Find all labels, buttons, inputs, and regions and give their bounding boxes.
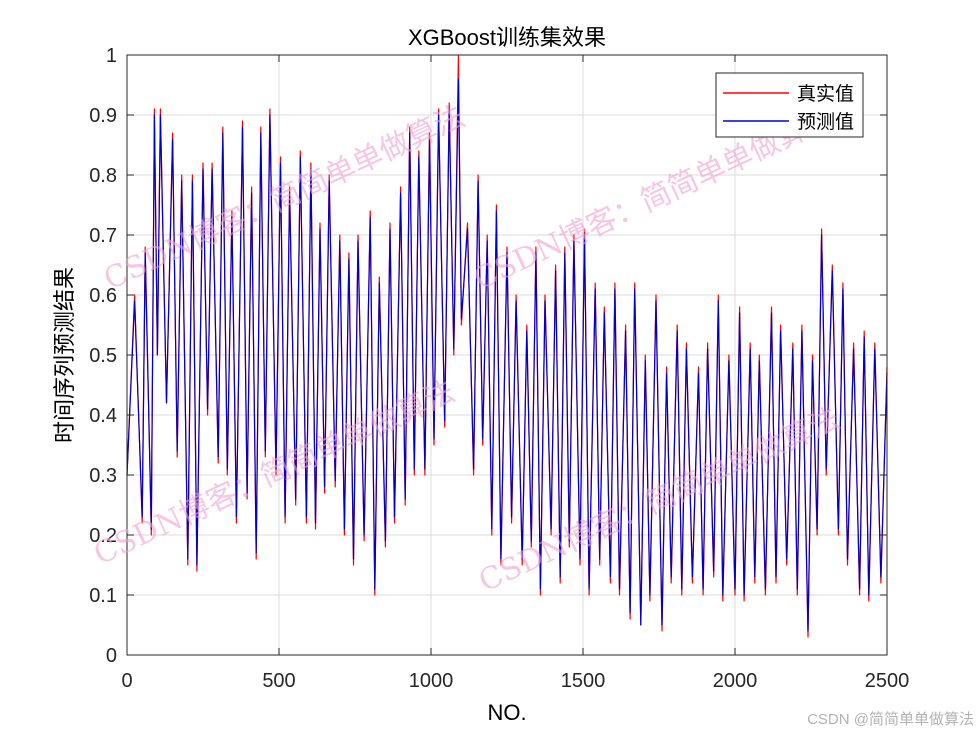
- x-tick-label: 1000: [409, 670, 454, 692]
- x-tick-label: 0: [121, 670, 132, 692]
- y-tick-label: 0.5: [89, 345, 117, 367]
- source-credit: CSDN @简简单单做算法: [807, 711, 974, 728]
- y-axis-label: 时间序列预测结果: [52, 267, 77, 443]
- x-tick-label: 500: [262, 670, 295, 692]
- y-tick-label: 0.1: [89, 585, 117, 607]
- y-tick-label: 0: [106, 645, 117, 667]
- x-tick-label: 2500: [865, 670, 910, 692]
- legend-box: [715, 72, 864, 138]
- x-tick-label: 1500: [561, 670, 606, 692]
- legend: 真实值 预测值: [715, 72, 864, 138]
- y-tick-label: 0.4: [89, 405, 117, 427]
- y-tick-label: 0.9: [89, 105, 117, 127]
- x-tick-labels: 0 500 1000 1500 2000 2500: [121, 670, 909, 692]
- series-line-predicted: [126, 78, 888, 632]
- y-tick-label: 0.6: [89, 285, 117, 307]
- series-layer: [126, 54, 888, 638]
- y-tick-label: 0.3: [89, 465, 117, 487]
- y-tick-label: 0.8: [89, 165, 117, 187]
- legend-label-predicted: 预测值: [797, 111, 854, 133]
- legend-label-actual: 真实值: [797, 83, 854, 105]
- y-tick-label: 0.2: [89, 525, 117, 547]
- x-tick-label: 2000: [713, 670, 758, 692]
- ticks: [126, 54, 888, 656]
- x-axis-label: NO.: [487, 700, 526, 725]
- chart-title: XGBoost训练集效果: [408, 25, 606, 50]
- y-tick-labels: 0 0.1 0.2 0.3 0.4 0.5 0.6 0.7 0.8 0.9 1: [89, 45, 117, 667]
- y-tick-label: 1: [106, 45, 117, 67]
- y-tick-label: 0.7: [89, 225, 117, 247]
